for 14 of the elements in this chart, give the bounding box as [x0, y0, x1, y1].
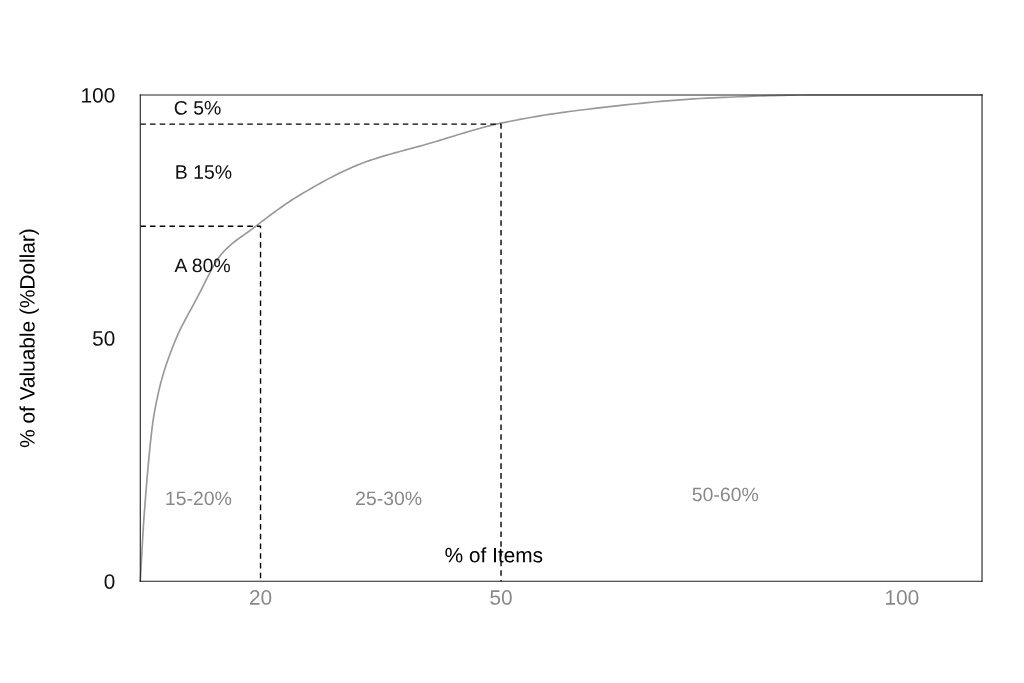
y-tick-label: 0: [104, 574, 115, 589]
x-tick-label: 20: [250, 590, 272, 605]
annotation: 25-30%: [356, 491, 422, 506]
y-axis-title: % of Valuable (%Dollar): [19, 229, 39, 448]
y-tick-label: 100: [82, 87, 115, 103]
x-tick-label: 100: [886, 590, 919, 605]
x-tick-label: 50: [490, 590, 512, 605]
annotation: B 15%: [176, 165, 232, 179]
y-tick-label: 50: [92, 331, 115, 346]
annotation: C 5%: [174, 100, 221, 115]
annotation: 50-60%: [692, 487, 759, 502]
annotation: 15-20%: [166, 491, 232, 506]
x-axis-title: % of Items: [445, 547, 543, 563]
annotation: A 80%: [174, 258, 230, 273]
